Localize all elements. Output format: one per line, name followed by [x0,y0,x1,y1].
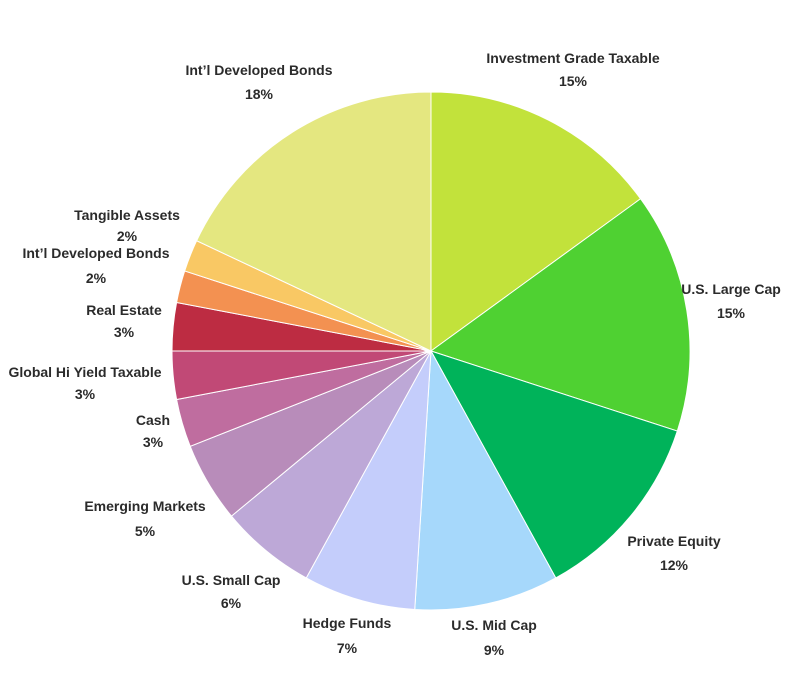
slice-value-label: 5% [135,523,156,539]
slice-value-label: 15% [559,73,588,89]
slice-label: Investment Grade Taxable [486,50,659,66]
slice-label: Emerging Markets [84,498,206,514]
slice-value-label: 2% [117,228,138,244]
pie-slices [171,91,691,611]
pie-slice [429,198,691,432]
slice-value-label: 12% [660,557,689,573]
slice-value-label: 6% [221,595,242,611]
slice-value-label: 15% [717,305,746,321]
slice-value-label: 7% [337,640,358,656]
pie-slice [414,349,557,611]
slice-value-label: 3% [114,324,135,340]
slice-label: Int’l Developed Bonds [22,245,169,261]
slice-value-label: 3% [143,434,164,450]
pie-slice [305,350,432,611]
slice-label: Cash [136,412,170,428]
slice-label: Tangible Assets [74,207,180,223]
slice-label: Global Hi Yield Taxable [8,364,161,380]
slice-value-label: 2% [86,270,107,286]
slice-label: Hedge Funds [303,615,392,631]
slice-value-label: 9% [484,642,505,658]
pie-slice [430,91,642,352]
slice-label: Real Estate [86,302,162,318]
pie-slice [429,350,678,579]
slice-label: U.S. Mid Cap [451,617,537,633]
pie-slice [195,91,432,352]
slice-label: U.S. Large Cap [681,281,781,297]
slice-label: U.S. Small Cap [182,572,281,588]
slice-label: Int’l Developed Bonds [185,62,332,78]
slice-value-label: 18% [245,86,274,102]
slice-value-label: 3% [75,386,96,402]
slice-label: Private Equity [627,533,721,549]
pie-labels: Investment Grade Taxable 15% U.S. Large Ca… [8,50,780,658]
